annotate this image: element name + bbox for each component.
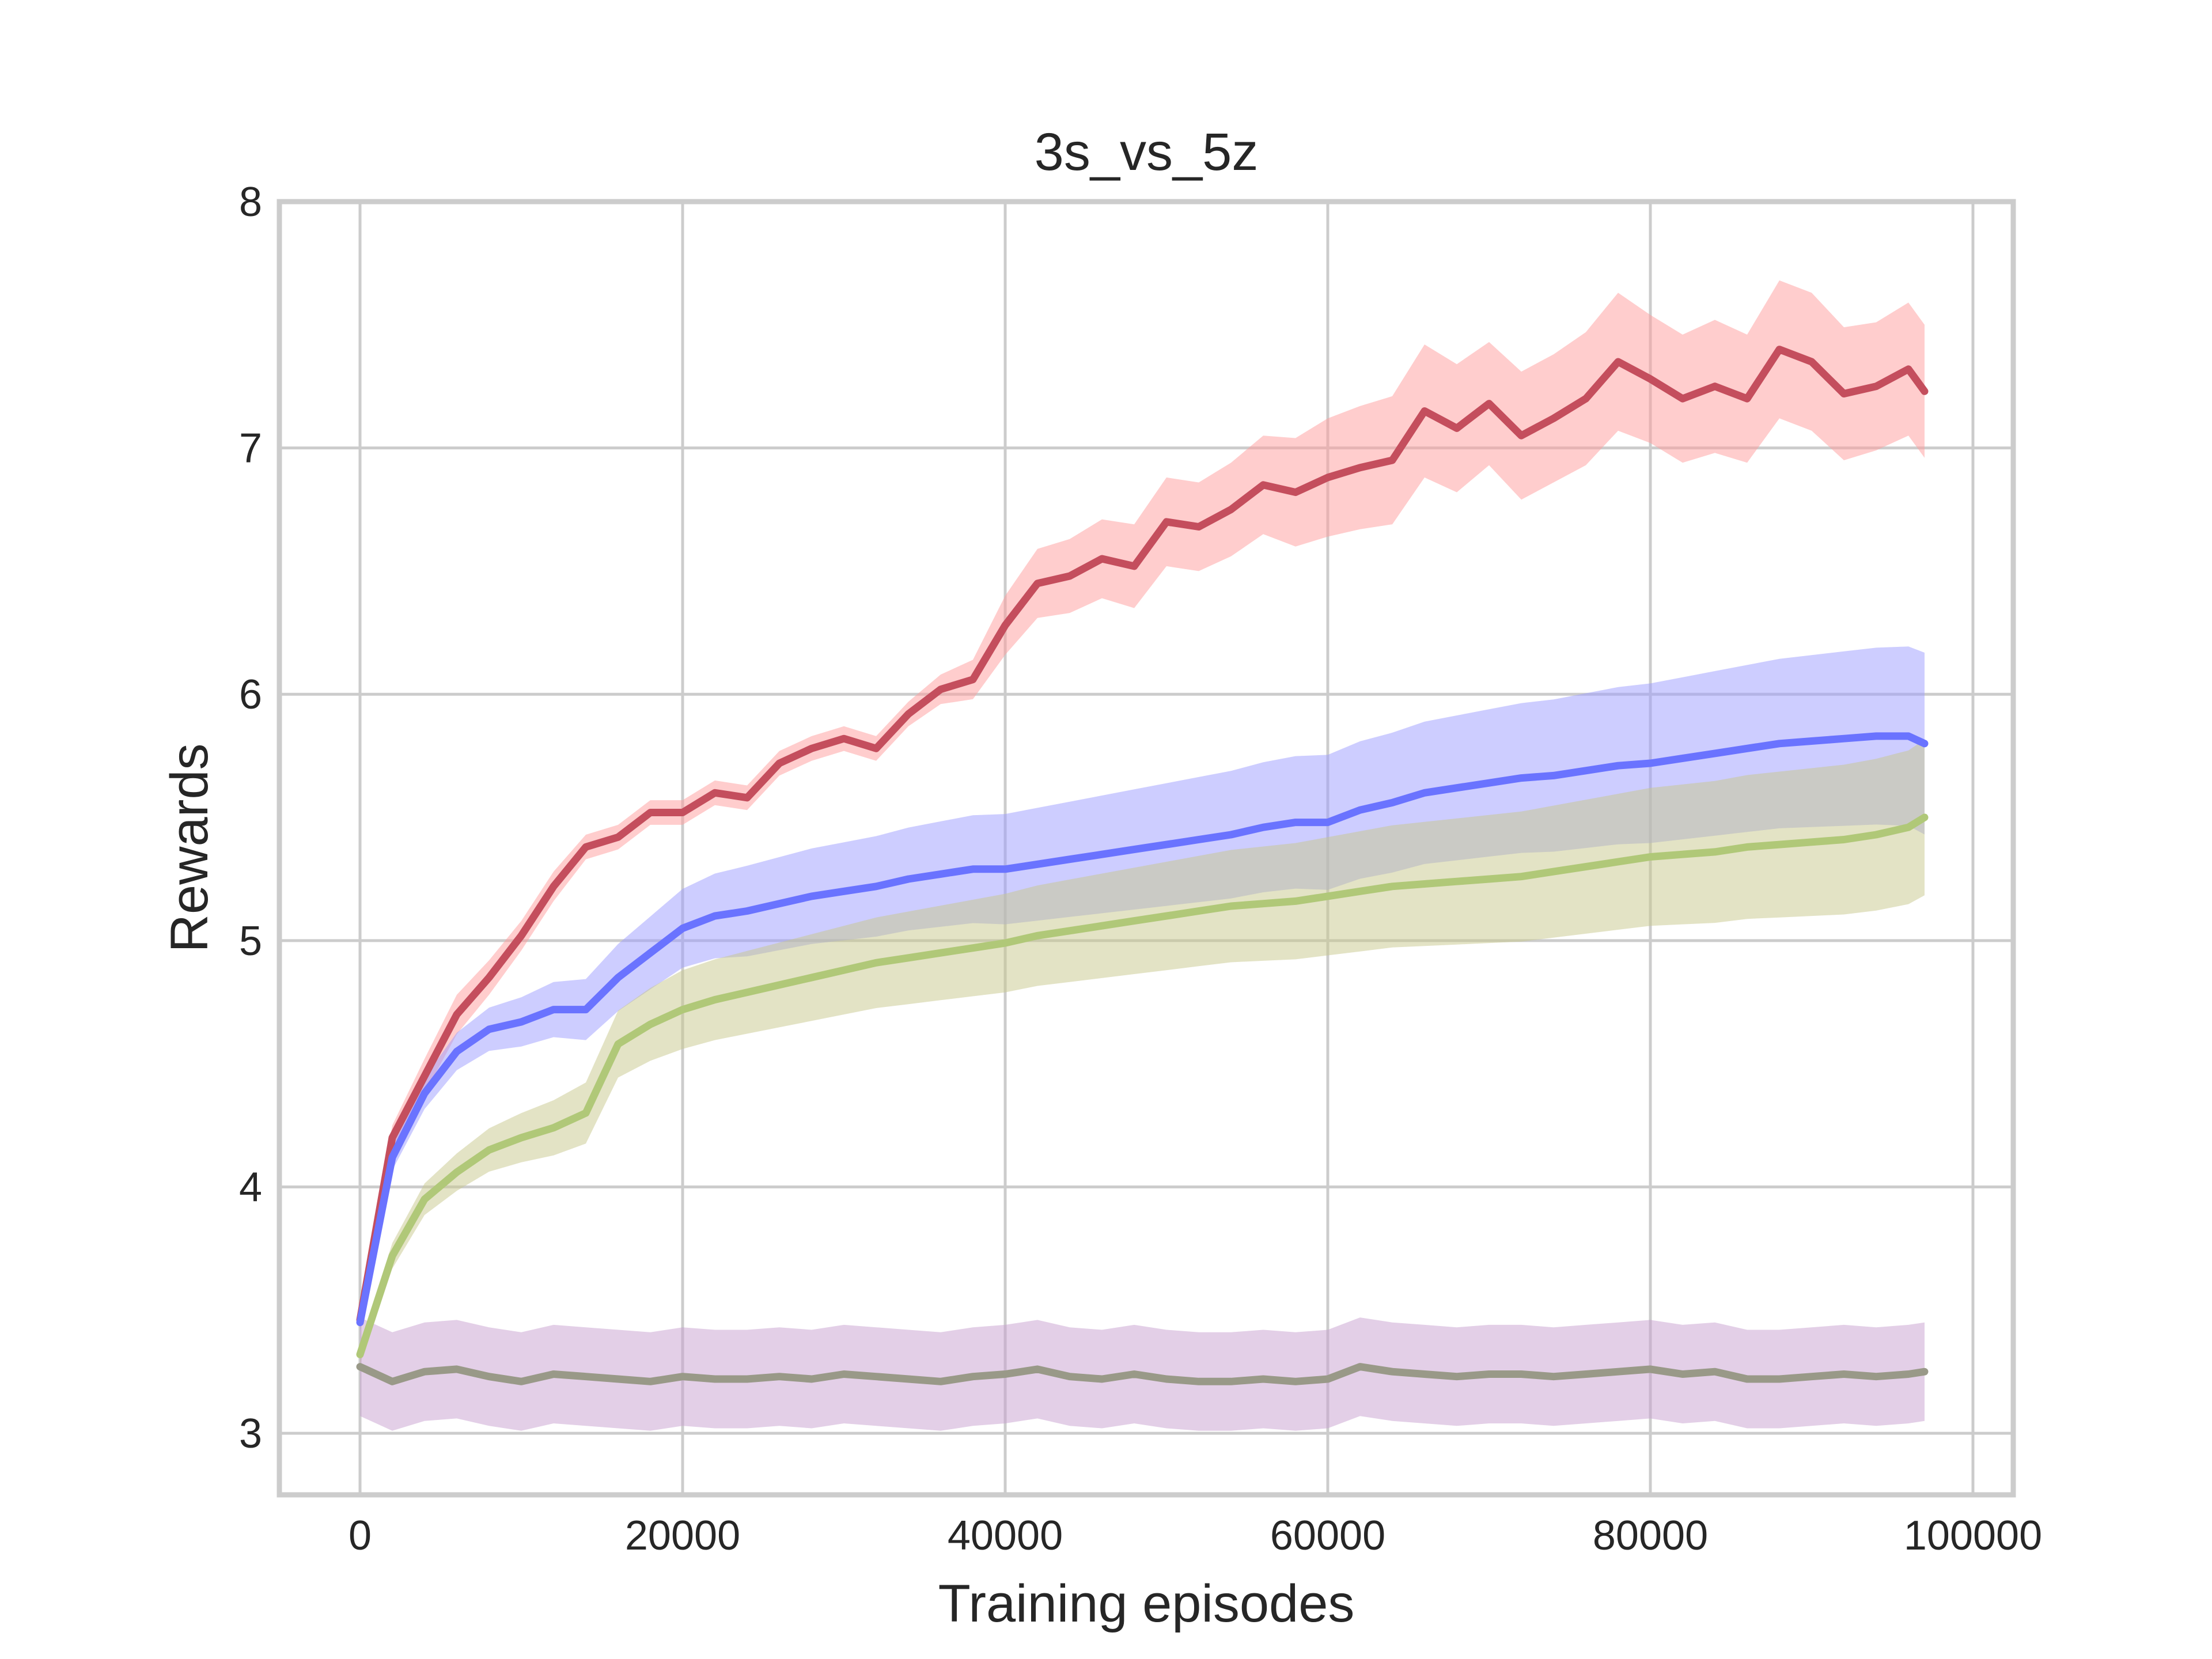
x-tick-label: 100000	[1904, 1513, 2042, 1559]
y-tick-label: 4	[239, 1164, 262, 1210]
x-tick-label: 0	[349, 1513, 372, 1559]
y-tick-label: 7	[239, 426, 262, 472]
series-line	[356, 732, 1929, 1327]
x-tick-labels: 0 20000 40000 60000 80000 100000	[349, 1513, 2042, 1559]
series-line	[356, 1363, 1929, 1385]
x-tick-label: 80000	[1593, 1513, 1708, 1559]
x-tick-label: 40000	[948, 1513, 1063, 1559]
chart-title: 3s_vs_5z	[1035, 123, 1259, 181]
y-tick-label: 6	[239, 672, 262, 718]
series-band	[360, 280, 1925, 1325]
y-tick-label: 5	[239, 918, 262, 964]
series-band	[360, 739, 1925, 1365]
series-lines	[356, 346, 1929, 1385]
series-line	[356, 346, 1929, 1324]
plot-frame	[276, 199, 2016, 1498]
x-axis-label: Training episodes	[938, 1574, 1355, 1633]
y-axis-label: Rewards	[160, 743, 219, 952]
x-tick-label: 20000	[625, 1513, 740, 1559]
y-tick-labels: 3 4 5 6 7 8	[239, 179, 262, 1457]
x-tick-label: 60000	[1270, 1513, 1385, 1559]
series-line	[356, 813, 1929, 1358]
y-tick-label: 8	[239, 179, 262, 225]
y-tick-label: 3	[239, 1411, 262, 1457]
